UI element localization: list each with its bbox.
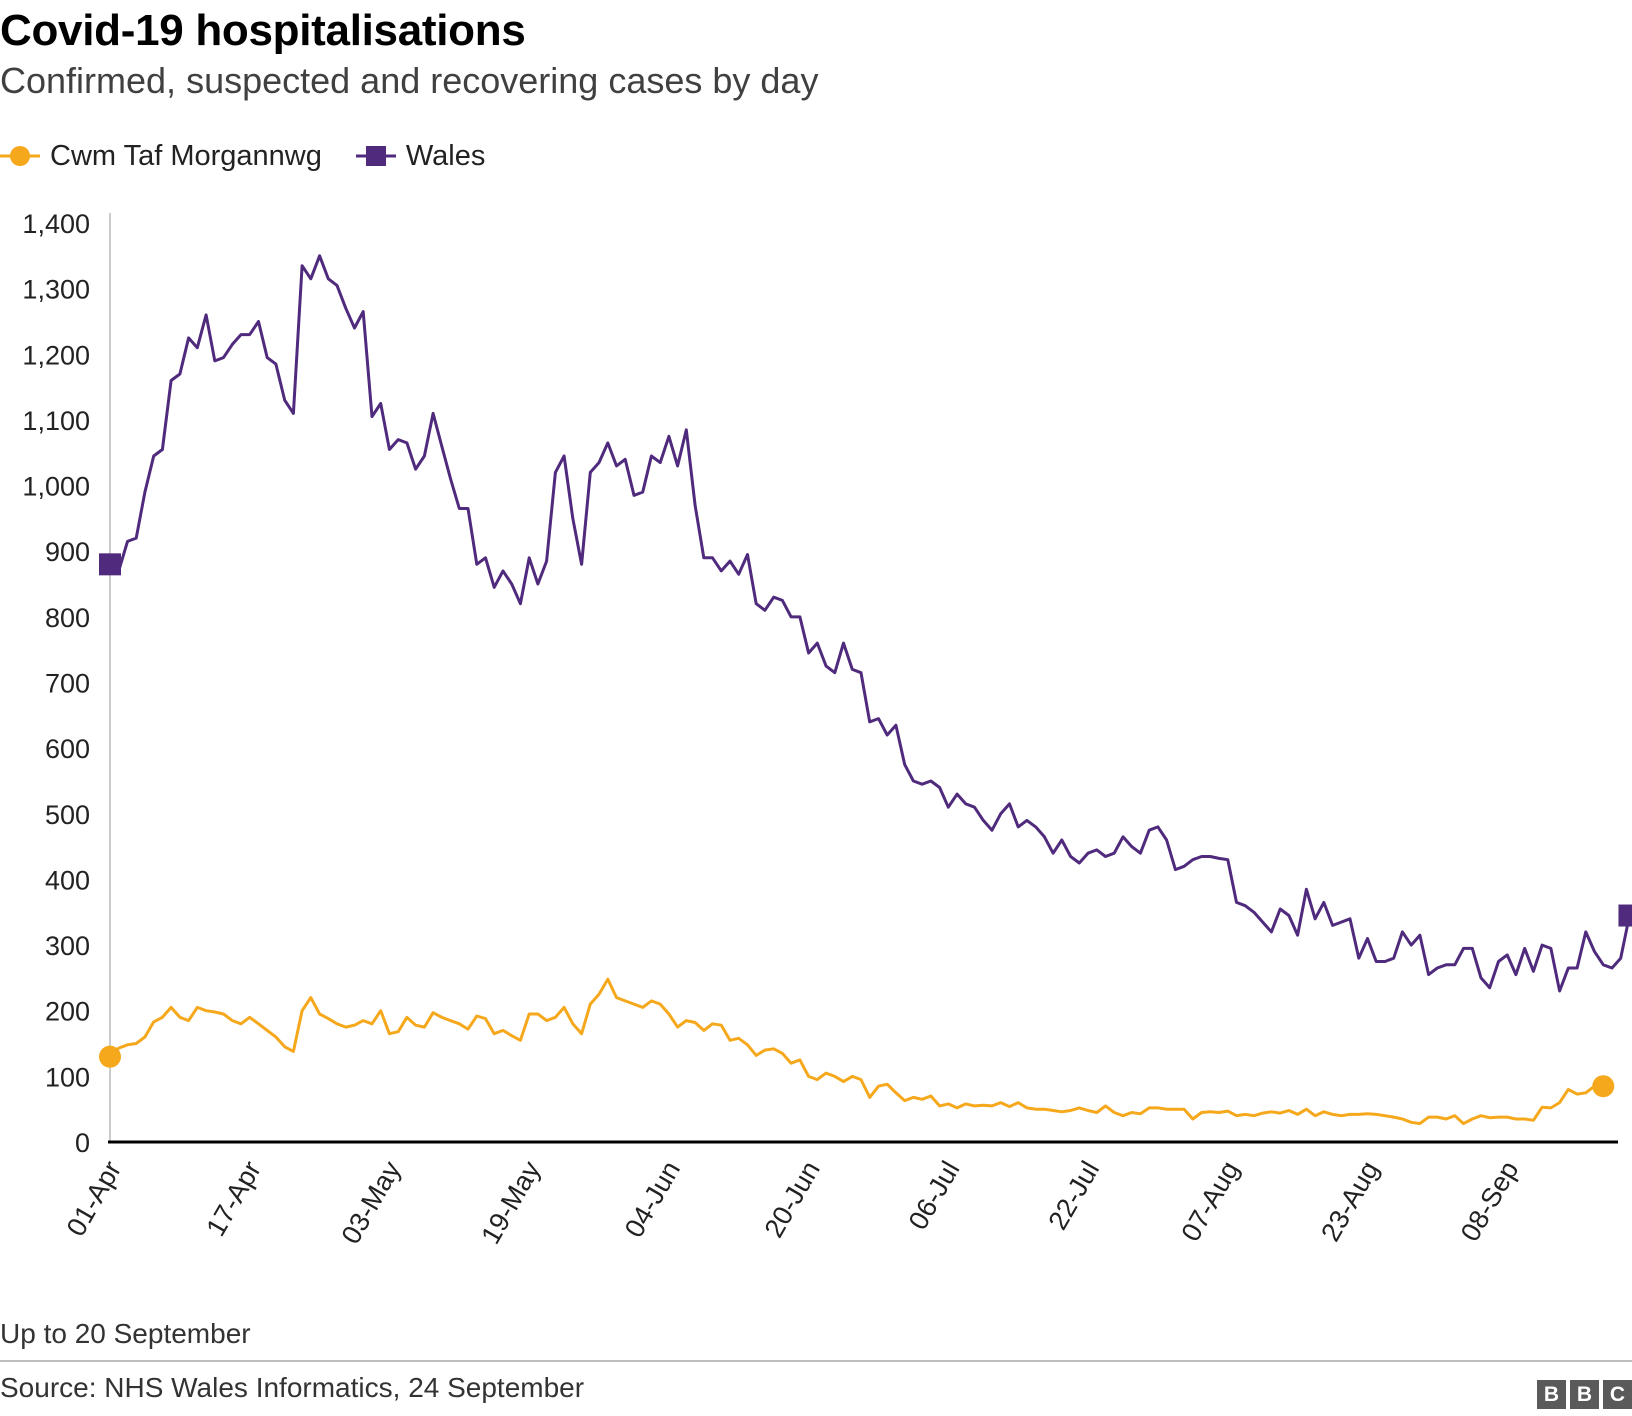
series-line-cwm-taf-morgannwg	[108, 977, 1604, 1126]
y-tick-label: 0	[75, 1128, 90, 1158]
y-tick-label: 300	[45, 931, 90, 961]
x-tick-label: 20-Jun	[759, 1156, 826, 1243]
y-tick-label: 200	[45, 997, 90, 1027]
x-tick-label: 07-Aug	[1175, 1156, 1245, 1246]
y-tick-label: 500	[45, 800, 90, 830]
x-tick-label: 01-Apr	[61, 1156, 128, 1241]
y-tick-label: 600	[45, 734, 90, 764]
endpoint-marker-wales	[1618, 904, 1632, 927]
legend-label-wales: Wales	[405, 139, 486, 172]
legend-item-cwm-taf[interactable]: Cwm Taf Morgannwg	[0, 140, 322, 173]
y-tick-label: 400	[45, 865, 90, 895]
source-text: Source: NHS Wales Informatics, 24 Septem…	[0, 1372, 585, 1403]
footer-divider	[0, 1360, 1632, 1362]
x-tick-label: 04-Jun	[619, 1156, 686, 1243]
legend-label-cwm-taf: Cwm Taf Morgannwg	[50, 139, 322, 172]
logo-letter: C	[1603, 1380, 1632, 1409]
y-tick-label: 800	[45, 603, 90, 633]
logo-letter: B	[1537, 1380, 1566, 1409]
bbc-logo: B B C	[1533, 1380, 1632, 1409]
y-tick-label: 1,400	[22, 209, 90, 239]
x-tick-label: 08-Sep	[1455, 1156, 1525, 1246]
legend: Cwm Taf Morgannwg Wales	[0, 136, 519, 176]
x-tick-label: 17-Apr	[200, 1156, 267, 1241]
logo-letter: B	[1570, 1380, 1599, 1409]
endpoint-marker-wales	[99, 553, 121, 576]
x-tick-label: 23-Aug	[1315, 1156, 1385, 1246]
y-tick-label: 1,000	[22, 472, 90, 502]
chart-title: Covid-19 hospitalisations	[0, 6, 526, 55]
series-line-wales	[109, 254, 1631, 993]
y-tick-label: 1,100	[22, 406, 90, 436]
line-chart: 0 100 200 300 400 500 600 700 800 900 1,000 1,100 1,…	[22, 209, 1632, 1249]
x-tick-label: 03-May	[336, 1156, 407, 1249]
y-tick-label: 700	[45, 669, 90, 699]
x-tick-label: 19-May	[475, 1156, 546, 1249]
y-tick-label: 100	[45, 1062, 90, 1092]
endpoint-marker-cwm-taf-morgannwg	[99, 1045, 121, 1068]
legend-item-wales[interactable]: Wales	[355, 139, 486, 173]
chart-subtitle: Confirmed, suspected and recovering case…	[0, 60, 819, 101]
chart-note: Up to 20 September	[0, 1318, 251, 1349]
y-tick-label: 1,200	[22, 340, 90, 370]
x-tick-label: 22-Jul	[1042, 1156, 1105, 1235]
circle-marker-icon	[0, 146, 40, 166]
y-tick-label: 1,300	[22, 275, 90, 305]
endpoint-marker-cwm-taf-morgannwg	[1592, 1075, 1615, 1098]
x-tick-label: 06-Jul	[903, 1156, 966, 1235]
square-marker-icon	[355, 146, 396, 166]
y-tick-label: 900	[45, 537, 90, 567]
